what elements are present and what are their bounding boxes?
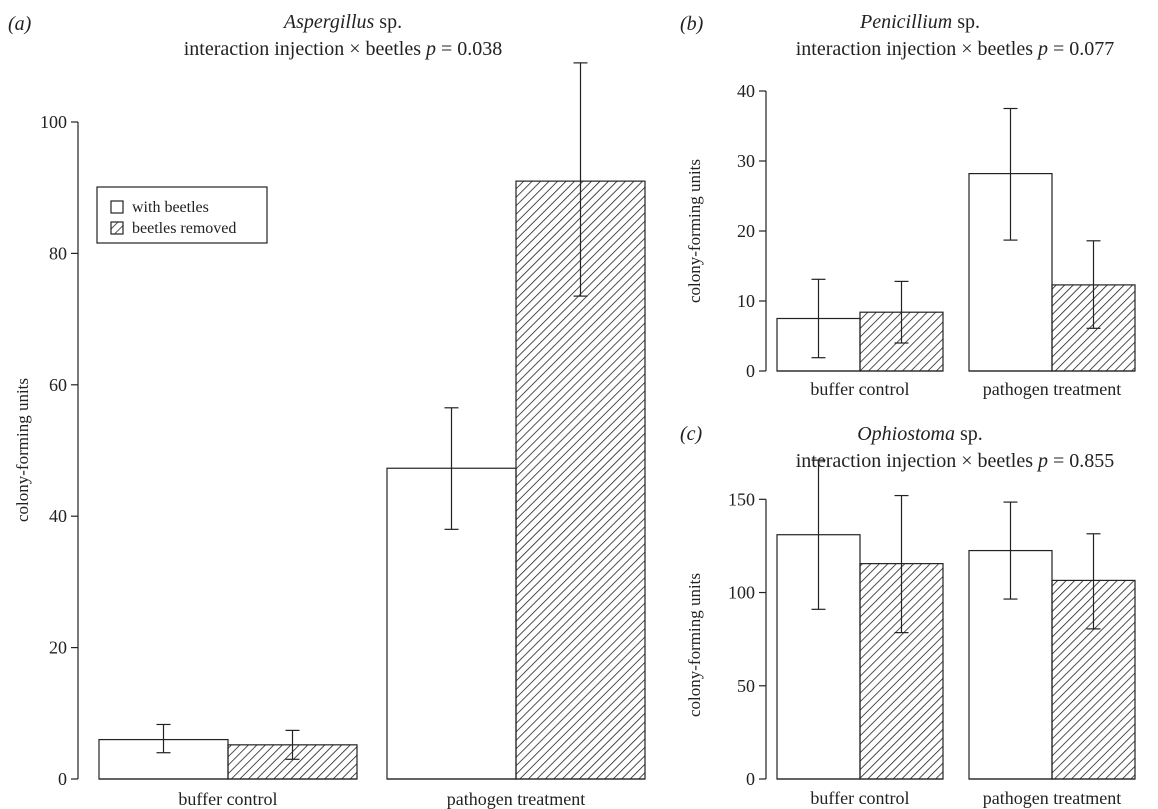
panel-b-subtitle: interaction injection × beetles p = 0.07… — [796, 38, 1115, 60]
panel-c-subtitle: interaction injection × beetles p = 0.85… — [796, 450, 1115, 472]
y-tick-label: 0 — [58, 769, 67, 789]
panel-c-y-axis-label: colony-forming units — [685, 573, 704, 717]
y-tick-label: 100 — [40, 112, 67, 132]
y-tick-label: 40 — [49, 506, 67, 526]
panel-b-y-axis-label: colony-forming units — [685, 159, 704, 303]
x-category-label: buffer control — [810, 379, 909, 399]
panel-c-plot: 0 50 100 150 buffer control pathogen treatmen… — [728, 459, 1136, 808]
x-category-label: buffer control — [178, 789, 277, 809]
x-category-label: pathogen treatment — [983, 788, 1121, 808]
legend-swatch-with-beetles — [110, 200, 124, 214]
panel-a-plot: 0 20 40 60 80 100 buffer control pathogen treat… — [40, 62, 646, 809]
y-tick-label: 20 — [737, 221, 755, 241]
panel-label-c: (c) — [680, 423, 703, 445]
y-tick-label: 150 — [728, 489, 755, 509]
panel-c: (c) Ophiostoma sp. interaction injection… — [680, 423, 1136, 808]
y-tick-label: 10 — [737, 291, 755, 311]
x-category-label: pathogen treatment — [447, 789, 585, 809]
panel-b-plot: 0 10 20 30 40 buffer control pathogen treatmen… — [737, 81, 1136, 399]
y-tick-label: 40 — [737, 81, 755, 101]
y-tick-label: 80 — [49, 243, 67, 263]
y-tick-label: 20 — [49, 638, 67, 658]
legend-label-with-beetles: with beetles — [132, 199, 209, 216]
panel-label-b: (b) — [680, 13, 704, 35]
panel-b-title: Penicillium sp. — [859, 11, 980, 33]
legend-swatch-beetles-removed — [110, 221, 124, 235]
legend-label-beetles-removed: beetles removed — [132, 220, 236, 237]
legend-box — [96, 186, 268, 244]
panel-label-a: (a) — [8, 13, 32, 35]
panel-a: (a) Aspergillus sp. interaction injectio… — [8, 11, 646, 809]
y-tick-label: 0 — [746, 769, 755, 789]
y-tick-label: 0 — [746, 361, 755, 381]
y-tick-label: 60 — [49, 375, 67, 395]
x-category-label: buffer control — [810, 788, 909, 808]
panel-a-title: Aspergillus sp. — [282, 11, 402, 33]
panel-c-title: Ophiostoma sp. — [857, 423, 983, 445]
y-tick-label: 30 — [737, 151, 755, 171]
panel-b: (b) Penicillium sp. interaction injectio… — [680, 11, 1136, 399]
y-tick-label: 100 — [728, 583, 755, 603]
x-category-label: pathogen treatment — [983, 379, 1121, 399]
panel-a-subtitle: interaction injection × beetles p = 0.03… — [184, 38, 503, 60]
legend: with beetles beetles removed — [96, 186, 268, 244]
y-tick-label: 50 — [737, 676, 755, 696]
panel-a-y-axis-label: colony-forming units — [13, 378, 32, 522]
